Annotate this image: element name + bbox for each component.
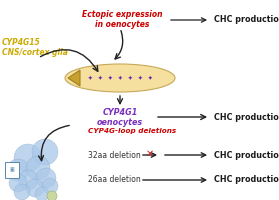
Circle shape <box>42 178 58 194</box>
Text: CHC production: CHC production <box>214 176 279 184</box>
Text: ✦: ✦ <box>138 75 142 80</box>
Text: CYP4G15
CNS/cortex glia: CYP4G15 CNS/cortex glia <box>2 38 68 57</box>
Circle shape <box>32 139 58 165</box>
Text: ✕: ✕ <box>146 149 154 159</box>
Circle shape <box>18 170 38 190</box>
Circle shape <box>35 187 49 200</box>
Text: CYP4G-loop deletions: CYP4G-loop deletions <box>88 128 176 134</box>
Circle shape <box>26 179 44 197</box>
Text: ✦: ✦ <box>148 75 152 80</box>
Text: 32aa deletion: 32aa deletion <box>88 150 141 160</box>
FancyBboxPatch shape <box>5 162 19 178</box>
Ellipse shape <box>65 64 175 92</box>
Text: CHC production: CHC production <box>214 112 279 121</box>
Text: CYP4G1
oenocytes: CYP4G1 oenocytes <box>97 108 143 127</box>
Circle shape <box>47 191 57 200</box>
Circle shape <box>26 156 50 180</box>
Circle shape <box>9 174 27 192</box>
Text: ✦: ✦ <box>118 75 122 80</box>
Text: Ectopic expression
in oenocytes: Ectopic expression in oenocytes <box>82 10 162 29</box>
Circle shape <box>7 159 29 181</box>
Circle shape <box>14 184 30 200</box>
Text: CHC production: CHC production <box>214 150 279 160</box>
Circle shape <box>36 168 56 188</box>
Text: ✦: ✦ <box>128 75 132 80</box>
Text: ✦: ✦ <box>88 75 92 80</box>
Text: ✦: ✦ <box>98 75 102 80</box>
Text: ▣: ▣ <box>10 168 14 172</box>
Circle shape <box>14 144 42 172</box>
Text: ✦: ✦ <box>108 75 112 80</box>
Text: CHC production: CHC production <box>214 16 279 24</box>
Text: 26aa deletion: 26aa deletion <box>88 176 141 184</box>
Polygon shape <box>68 70 80 86</box>
